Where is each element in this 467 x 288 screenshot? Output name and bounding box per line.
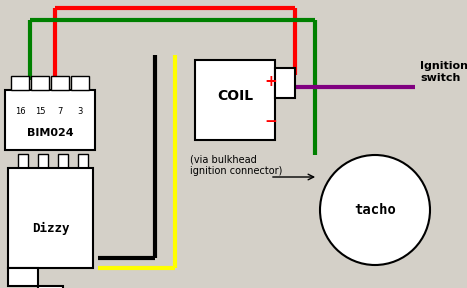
Bar xyxy=(275,68,295,98)
Bar xyxy=(18,154,28,168)
Bar xyxy=(38,154,48,168)
Text: BIM024: BIM024 xyxy=(27,128,73,138)
Text: 15: 15 xyxy=(35,107,45,115)
Text: COIL: COIL xyxy=(217,89,253,103)
Text: Dizzy: Dizzy xyxy=(32,221,69,234)
Text: 3: 3 xyxy=(78,107,83,115)
Bar xyxy=(71,76,89,90)
Bar xyxy=(8,268,38,286)
Bar xyxy=(8,168,93,268)
Bar xyxy=(195,60,275,140)
Bar xyxy=(5,90,95,150)
Bar xyxy=(11,76,29,90)
Bar xyxy=(38,286,63,288)
Text: 7: 7 xyxy=(57,107,63,115)
Bar xyxy=(51,76,69,90)
Text: tacho: tacho xyxy=(354,203,396,217)
Text: +: + xyxy=(265,75,277,90)
Text: 16: 16 xyxy=(14,107,25,115)
Bar xyxy=(78,154,88,168)
Text: (via bulkhead
ignition connector): (via bulkhead ignition connector) xyxy=(190,154,283,176)
Circle shape xyxy=(320,155,430,265)
Bar xyxy=(31,76,49,90)
Text: Ignition
switch: Ignition switch xyxy=(420,61,467,83)
Bar xyxy=(58,154,68,168)
Text: −: − xyxy=(265,115,277,130)
